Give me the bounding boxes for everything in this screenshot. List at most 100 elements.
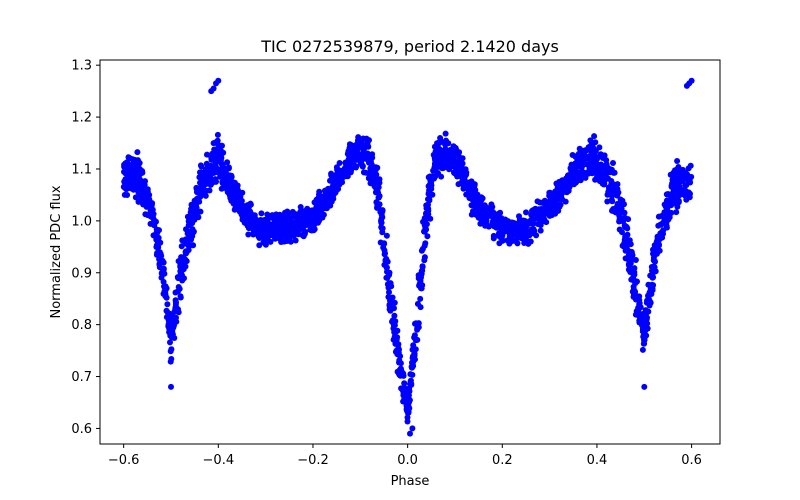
data-point	[400, 372, 407, 379]
data-point	[167, 358, 174, 365]
data-point	[183, 226, 189, 233]
data-point	[395, 345, 402, 352]
data-point	[319, 214, 326, 221]
data-point	[178, 243, 185, 250]
data-point	[594, 173, 601, 180]
data-point	[435, 147, 441, 154]
data-point	[424, 233, 431, 240]
data-point	[240, 209, 247, 216]
data-point	[153, 218, 159, 225]
data-point	[610, 208, 617, 214]
data-point	[207, 181, 214, 188]
data-point	[454, 160, 461, 167]
data-point	[198, 163, 205, 170]
data-point	[235, 188, 242, 195]
data-point	[604, 191, 611, 198]
data-point	[596, 144, 603, 151]
data-point	[144, 200, 151, 206]
data-point	[454, 150, 461, 157]
data-point	[625, 237, 632, 244]
data-point	[132, 194, 139, 201]
data-point	[495, 223, 502, 230]
data-point	[534, 221, 541, 227]
data-point	[417, 271, 424, 278]
data-point	[604, 198, 611, 205]
data-point	[206, 187, 213, 194]
data-point	[559, 196, 566, 203]
data-point	[378, 217, 384, 224]
data-point	[222, 168, 229, 175]
data-point	[614, 207, 621, 214]
data-point	[339, 179, 346, 186]
data-point	[136, 190, 143, 197]
data-point	[518, 234, 525, 241]
data-point	[506, 227, 513, 234]
data-point	[537, 227, 544, 234]
data-point	[297, 204, 304, 210]
data-point	[386, 272, 393, 278]
data-point	[552, 197, 559, 203]
data-point	[587, 143, 594, 150]
data-point	[523, 230, 530, 237]
data-point	[642, 318, 649, 325]
data-point	[226, 183, 233, 190]
data-point	[216, 167, 223, 174]
data-point	[164, 309, 171, 315]
data-point	[353, 141, 360, 148]
data-point	[665, 216, 672, 223]
y-tick-label: 1.1	[71, 162, 92, 177]
data-point	[366, 137, 372, 144]
data-point	[630, 275, 637, 282]
data-point	[299, 226, 306, 232]
data-point	[644, 325, 651, 332]
data-point	[671, 196, 678, 203]
data-point	[401, 380, 408, 387]
data-point-extreme	[409, 425, 416, 432]
data-point	[586, 153, 592, 160]
data-point	[653, 239, 660, 245]
data-point	[519, 223, 526, 230]
x-tick-label: 0.4	[587, 453, 608, 468]
data-point	[438, 156, 445, 162]
data-point	[446, 166, 453, 173]
data-point-extreme	[407, 430, 413, 437]
data-point	[292, 237, 299, 244]
data-point	[335, 168, 342, 175]
data-point	[276, 215, 283, 222]
data-point	[144, 186, 151, 193]
data-point	[632, 257, 639, 263]
data-point	[377, 239, 384, 246]
data-point	[385, 294, 392, 300]
data-point	[374, 204, 380, 211]
data-point	[133, 183, 140, 190]
data-point	[254, 224, 261, 230]
data-point	[687, 162, 694, 169]
data-point	[284, 234, 290, 240]
data-point	[625, 266, 632, 273]
data-point	[610, 160, 616, 166]
plot-frame	[99, 59, 721, 445]
data-point	[422, 240, 429, 247]
data-point	[488, 201, 495, 208]
chart-title: TIC 0272539879, period 2.1420 days	[260, 37, 559, 56]
data-point	[417, 277, 424, 284]
y-tick-label: 0.6	[71, 422, 92, 437]
data-point	[652, 258, 658, 265]
y-axis-ticks: 0.6 0.7 0.8 0.9 1.0 1.1 1.2 1.3	[71, 59, 100, 437]
y-tick-label: 1.2	[71, 111, 92, 126]
data-point	[193, 212, 199, 219]
data-point	[471, 182, 478, 189]
y-tick-label: 1.0	[71, 214, 92, 229]
data-point	[611, 169, 618, 176]
data-point	[308, 227, 315, 234]
data-point	[261, 232, 267, 239]
y-axis-label: Normalized PDC flux	[49, 185, 64, 318]
data-point	[339, 175, 346, 182]
y-tick-label: 0.9	[71, 266, 92, 281]
data-point	[409, 371, 416, 378]
data-point	[211, 164, 218, 171]
data-point	[306, 220, 313, 227]
data-point	[394, 327, 401, 334]
data-point	[386, 302, 393, 309]
data-point	[590, 148, 597, 155]
